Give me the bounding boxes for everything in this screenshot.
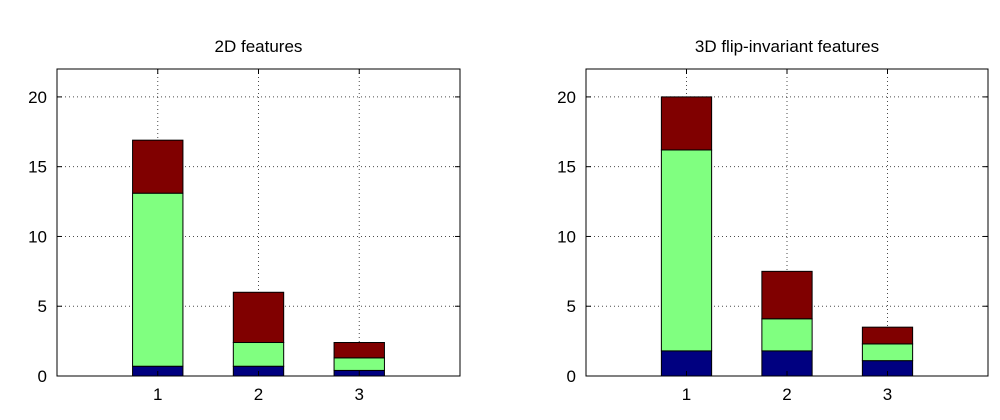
bar-segment-2-category-1 <box>132 192 184 367</box>
bar-segment-3-category-3 <box>333 342 385 359</box>
bar-segment-3-category-2 <box>232 291 285 344</box>
x-tick-label: 2 <box>254 385 263 404</box>
bar-segment-2-category-2 <box>232 342 285 367</box>
y-tick-label: 5 <box>567 297 576 316</box>
y-tick-label: 10 <box>28 227 47 246</box>
y-tick-label: 10 <box>557 227 576 246</box>
x-tick-label: 2 <box>782 385 791 404</box>
bar-segment-3-category-2 <box>761 270 813 320</box>
y-tick-label: 20 <box>557 88 576 107</box>
bar-segment-2-category-3 <box>861 343 914 362</box>
bar-segment-3-category-3 <box>861 326 914 345</box>
y-tick-label: 15 <box>557 158 576 177</box>
bar-segment-3-category-1 <box>660 96 713 151</box>
panel-3d-flip-invariant-features: 0 5 10 15 20 1 2 3 3D flip-invariant features <box>557 37 989 404</box>
chart-title: 2D features <box>215 37 303 56</box>
y-tick-label: 5 <box>38 297 47 316</box>
y-tick-label: 20 <box>28 88 47 107</box>
y-tick-label: 0 <box>38 367 47 386</box>
x-tick-label: 3 <box>355 385 364 404</box>
bar-segment-3-category-1 <box>132 139 184 194</box>
x-tick-label: 1 <box>682 385 691 404</box>
bar-segment-2-category-3 <box>333 357 385 371</box>
panel-2d-features: 0 5 10 15 20 1 2 3 2D features <box>28 37 461 404</box>
y-tick-label: 15 <box>28 158 47 177</box>
y-tick-label: 0 <box>567 367 576 386</box>
chart-title: 3D flip-invariant features <box>695 37 879 56</box>
bar-segment-2-category-2 <box>761 318 813 352</box>
x-tick-label: 3 <box>883 385 892 404</box>
x-tick-label: 1 <box>153 385 162 404</box>
bar-segment-2-category-1 <box>660 149 713 352</box>
